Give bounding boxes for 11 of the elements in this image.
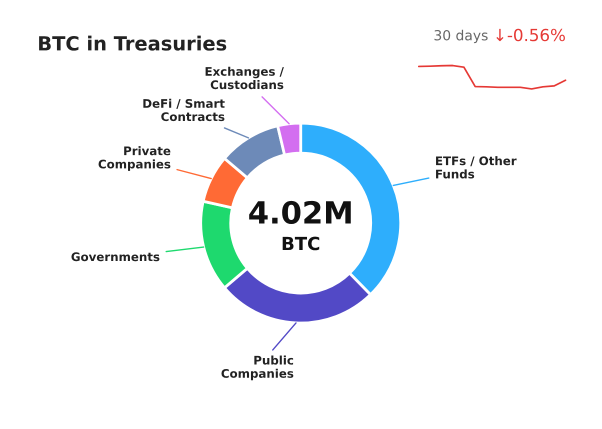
text: ↓-0.56% [496,28,565,42]
chart-title: BTC in Treasuries [39,36,226,51]
slice-label: Exchanges / Custodians [206,66,284,90]
slice-label: Governments [71,252,160,262]
slice-label: DeFi / Smart Contracts [143,98,225,122]
slice-label: Public Companies [221,356,294,380]
text: BTC [282,236,320,250]
slice-label: Private Companies [98,146,170,171]
text: 4.02M [249,200,351,224]
chart-title: 30 days [434,30,488,44]
slice-label: ETFs / Other Funds [436,156,517,178]
